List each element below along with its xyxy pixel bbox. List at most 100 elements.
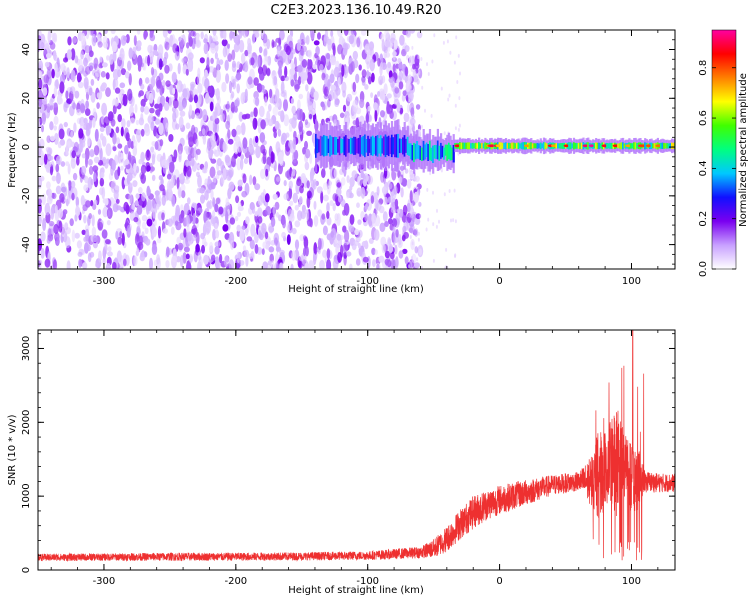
heatmap-cell xyxy=(57,141,62,149)
heatmap-y-ticks: -40 -20 0 20 40 xyxy=(21,29,675,265)
heatmap-cell xyxy=(156,203,160,210)
heatmap-cell xyxy=(271,94,278,105)
heatmap-cell xyxy=(418,248,422,256)
heatmap-cell xyxy=(147,44,153,54)
heatmap-cell xyxy=(318,139,321,153)
colorbar: 0.0 0.2 0.4 0.6 0.8 Normalized spectral ampl… xyxy=(698,29,749,277)
heatmap-cell xyxy=(46,237,51,244)
heatmap-cell xyxy=(71,180,76,189)
heatmap-cell xyxy=(249,202,255,211)
heatmap-cell xyxy=(240,92,246,105)
heatmap-cell xyxy=(260,119,266,130)
heatmap-cell xyxy=(255,135,259,143)
heatmap-cell xyxy=(176,177,180,190)
heatmap-cell xyxy=(409,224,415,234)
heatmap-y-axis-label: Frequency (Hz) xyxy=(7,112,18,188)
heatmap-cell xyxy=(69,218,74,227)
heatmap-cell xyxy=(85,154,88,168)
heatmap-cell xyxy=(367,175,374,185)
heatmap-cell xyxy=(193,163,198,169)
heatmap-cell xyxy=(368,238,374,244)
heatmap-cell xyxy=(62,209,68,215)
heatmap-cell xyxy=(104,198,109,206)
heatmap-cell xyxy=(442,40,445,45)
heatmap-cell xyxy=(167,30,172,34)
heatmap-cell xyxy=(270,151,275,164)
heatmap-cell xyxy=(290,263,294,269)
heatmap-cell xyxy=(386,136,389,155)
heatmap-cell xyxy=(301,79,305,85)
heatmap-cell xyxy=(81,229,86,235)
heatmap-cell xyxy=(340,199,346,208)
heatmap-cell xyxy=(416,257,419,262)
heatmap-cell xyxy=(151,75,156,88)
heatmap-cell xyxy=(290,79,295,87)
heatmap-cell xyxy=(214,222,219,232)
heatmap-cell xyxy=(209,166,216,179)
heatmap-cell xyxy=(111,41,118,53)
heatmap-cell xyxy=(157,44,164,58)
heatmap-cell xyxy=(227,187,232,200)
heatmap-cell xyxy=(381,243,386,254)
heatmap-cell xyxy=(399,165,405,171)
heatmap-cell xyxy=(353,59,359,69)
heatmap-cell xyxy=(302,68,309,74)
heatmap-cell xyxy=(402,204,408,216)
heatmap-cell xyxy=(299,108,304,122)
heatmap-cell xyxy=(364,134,367,158)
heatmap-cell xyxy=(224,59,229,71)
heatmap-cell xyxy=(327,78,331,92)
heatmap-cell xyxy=(214,52,218,60)
heatmap-cell xyxy=(342,90,346,98)
heatmap-cell xyxy=(432,258,435,263)
heatmap-cell xyxy=(124,144,129,155)
heatmap-cell xyxy=(41,112,46,125)
heatmap-cell xyxy=(107,111,114,122)
heatmap-cell xyxy=(190,157,195,167)
heatmap-cell xyxy=(289,200,294,206)
heatmap-cell xyxy=(336,182,341,188)
heatmap-cell xyxy=(212,34,218,42)
heatmap-cell xyxy=(93,199,98,206)
heatmap-cell xyxy=(346,192,350,199)
heatmap-cell xyxy=(610,142,614,149)
heatmap-cell xyxy=(52,32,58,42)
heatmap-cell xyxy=(280,81,285,94)
heatmap-cell xyxy=(208,149,214,156)
heatmap-cell xyxy=(321,136,324,156)
heatmap-cell xyxy=(260,192,265,203)
heatmap-cell xyxy=(195,210,200,217)
heatmap-cell xyxy=(172,43,178,54)
heatmap-cell xyxy=(161,212,165,221)
heatmap-cell xyxy=(660,142,663,149)
heatmap-cell xyxy=(93,156,100,164)
heatmap-cell xyxy=(177,242,184,251)
heatmap-cell xyxy=(289,68,296,76)
heatmap-cell xyxy=(197,82,203,94)
heatmap-cell xyxy=(258,105,265,118)
heatmap-cell xyxy=(46,135,51,143)
heatmap-cell xyxy=(49,265,54,269)
heatmap-cell xyxy=(204,178,208,186)
heatmap-cell xyxy=(495,144,502,148)
heatmap-cell xyxy=(107,210,111,217)
heatmap-cell xyxy=(47,30,51,44)
heatmap-cell xyxy=(128,73,132,86)
heatmap-cell xyxy=(38,198,42,205)
heatmap-cell xyxy=(231,63,237,73)
heatmap-cell xyxy=(179,255,184,268)
heatmap-cell xyxy=(389,110,394,120)
heatmap-cell xyxy=(240,158,244,171)
heatmap-cell xyxy=(48,228,52,236)
heatmap-cell xyxy=(376,135,379,157)
heatmap-cell xyxy=(234,99,240,107)
heatmap-cell xyxy=(218,206,224,215)
heatmap-cell xyxy=(273,130,278,139)
heatmap-cell xyxy=(229,217,236,225)
heatmap-cell xyxy=(66,260,71,269)
heatmap-cell xyxy=(123,35,127,41)
heatmap-cell xyxy=(371,212,377,224)
heatmap-cell xyxy=(444,144,447,156)
heatmap-cell xyxy=(588,144,595,148)
heatmap-cell xyxy=(557,143,560,149)
